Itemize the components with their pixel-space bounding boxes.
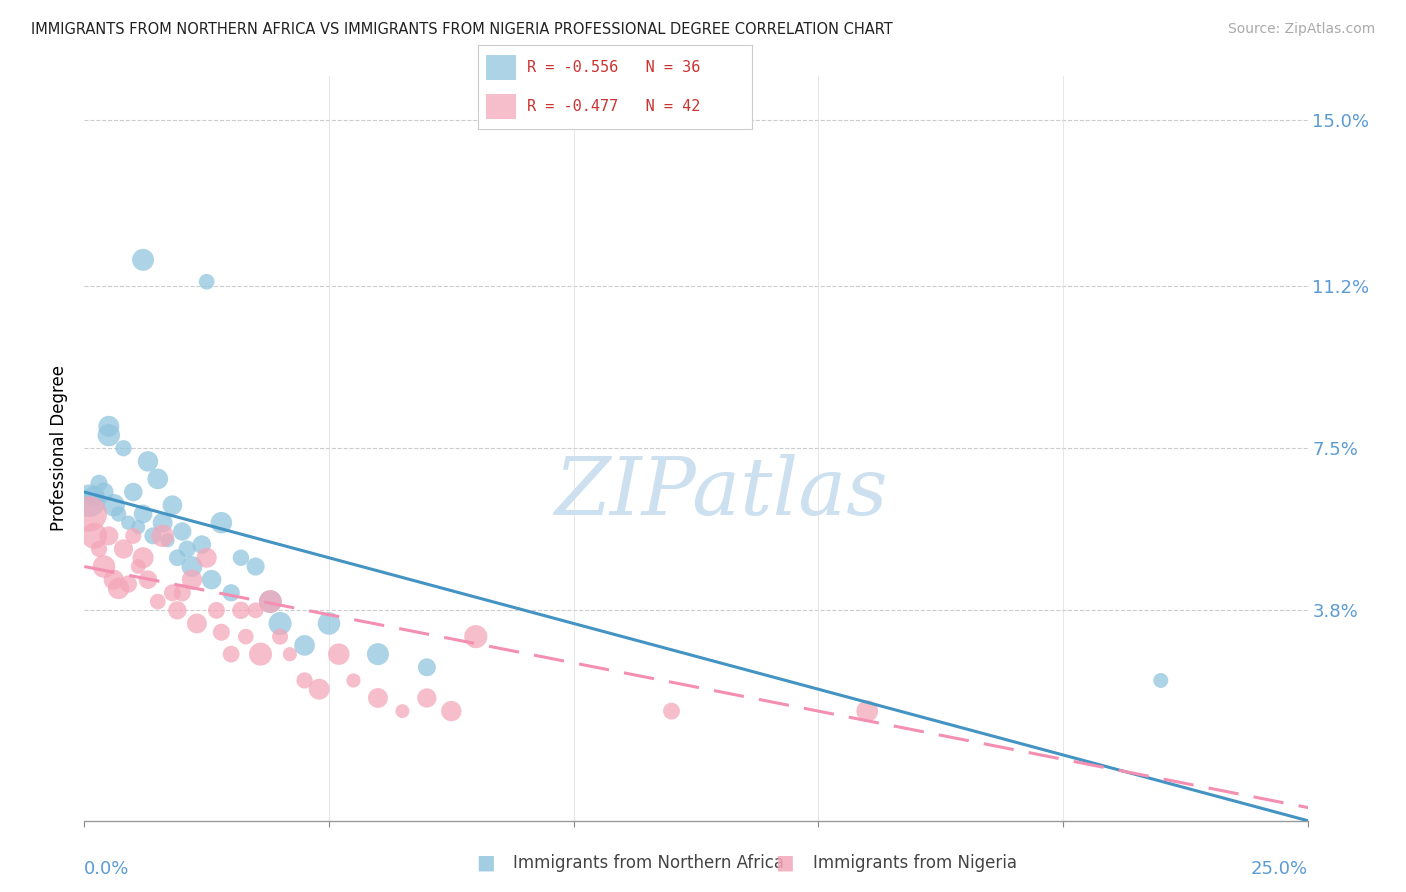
Text: IMMIGRANTS FROM NORTHERN AFRICA VS IMMIGRANTS FROM NIGERIA PROFESSIONAL DEGREE C: IMMIGRANTS FROM NORTHERN AFRICA VS IMMIG… [31,22,893,37]
Point [122,485,145,500]
Bar [486,54,516,80]
Point [269,616,291,631]
Point [391,704,413,718]
Point [83,490,105,504]
Point [1150,673,1173,688]
Text: ▪: ▪ [775,849,794,878]
Point [172,524,194,539]
Point [87,541,110,556]
Point [107,507,129,521]
Point [661,704,683,718]
Point [152,516,174,530]
Point [97,529,120,543]
Point [181,559,204,574]
Point [97,428,120,442]
Point [440,704,463,718]
Point [97,419,120,434]
Point [367,690,389,705]
Point [416,690,439,705]
Point [117,577,139,591]
Point [107,582,129,596]
Point [93,559,115,574]
Point [112,541,135,556]
Point [209,516,232,530]
Point [127,559,149,574]
Text: Immigrants from Nigeria: Immigrants from Nigeria [813,855,1017,872]
Point [117,516,139,530]
Text: R = -0.556   N = 36: R = -0.556 N = 36 [527,60,700,75]
Text: R = -0.477   N = 42: R = -0.477 N = 42 [527,99,700,114]
Point [152,529,174,543]
Text: Source: ZipAtlas.com: Source: ZipAtlas.com [1227,22,1375,37]
Point [342,673,364,688]
Point [328,647,350,661]
Point [195,550,218,565]
Point [318,616,340,631]
Point [856,704,879,718]
Point [156,533,179,548]
Point [136,454,159,468]
Point [416,660,439,674]
Point [245,559,267,574]
Point [132,507,155,521]
Point [77,493,100,508]
Point [294,639,316,653]
Point [172,586,194,600]
Point [176,541,198,556]
Point [87,476,110,491]
Point [181,573,204,587]
Point [103,573,125,587]
Point [112,442,135,456]
Point [219,586,242,600]
Point [103,498,125,512]
Point [294,673,316,688]
Point [308,682,330,697]
Point [259,594,281,608]
Point [146,594,169,608]
Point [166,603,188,617]
Text: 0.0%: 0.0% [84,860,129,878]
Point [146,472,169,486]
Point [259,594,281,608]
Y-axis label: Professional Degree: Professional Degree [51,365,69,532]
Point [136,573,159,587]
Point [200,573,222,587]
Point [127,520,149,534]
Point [83,529,105,543]
Text: ▪: ▪ [475,849,495,878]
Point [464,630,486,644]
Text: ZIPatlas: ZIPatlas [554,454,887,532]
Point [122,529,145,543]
Point [245,603,267,617]
Point [249,647,271,661]
Point [77,507,100,521]
Point [278,647,301,661]
Point [166,550,188,565]
Point [132,550,155,565]
Point [229,550,252,565]
Point [229,603,252,617]
Point [142,529,165,543]
Point [209,625,232,640]
Point [191,538,214,552]
Point [219,647,242,661]
Point [269,630,291,644]
Point [205,603,228,617]
Point [162,586,184,600]
Text: Immigrants from Northern Africa: Immigrants from Northern Africa [513,855,785,872]
Point [367,647,389,661]
Text: 25.0%: 25.0% [1250,860,1308,878]
Point [235,630,257,644]
Point [195,275,218,289]
Bar [486,94,516,120]
Point [186,616,208,631]
Point [162,498,184,512]
Point [93,485,115,500]
Point [132,252,155,267]
